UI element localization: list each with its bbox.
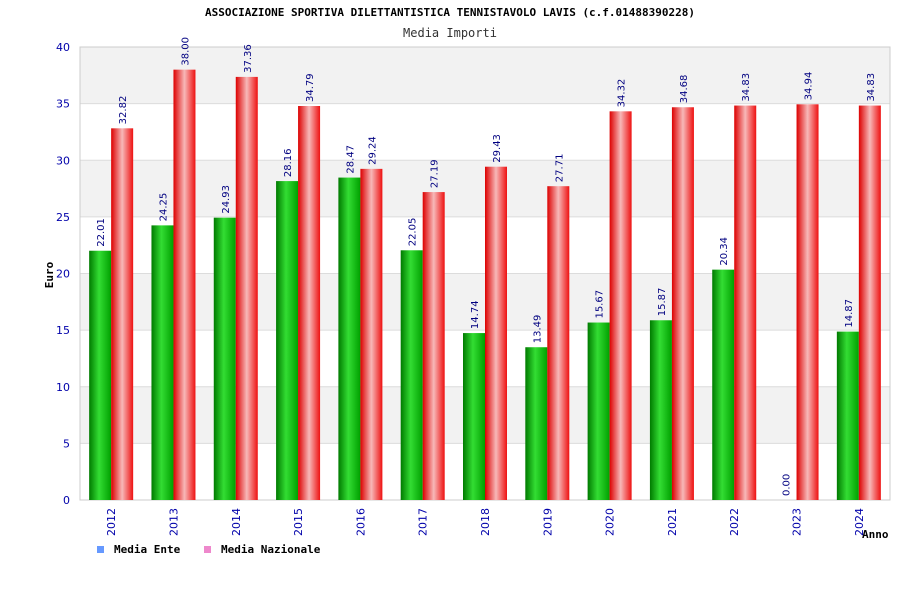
bar-media-ente — [649, 320, 672, 500]
bar-media-ente — [338, 177, 361, 500]
y-axis: 0 5 10 15 20 25 30 35 40 — [56, 41, 70, 507]
data-label: 28.16 — [283, 148, 294, 177]
value-labels: 22.01 32.82 24.25 38.00 24.93 37.36 28.16 34.79… — [96, 37, 877, 496]
bar-media-nazionale — [111, 128, 134, 500]
x-tick-label: 2021 — [666, 508, 679, 536]
data-label: 15.67 — [595, 290, 606, 319]
legend-label-media-nazionale: Media Nazionale — [221, 543, 321, 556]
grid-band — [80, 103, 890, 161]
data-label: 14.74 — [470, 300, 481, 329]
data-label: 27.71 — [554, 154, 565, 183]
data-label: 24.93 — [221, 185, 232, 214]
bar-media-ente — [89, 250, 112, 500]
y-tick-label: 20 — [56, 268, 70, 281]
data-label: 0.00 — [782, 474, 793, 496]
bars — [89, 69, 881, 501]
bar-media-ente — [525, 347, 548, 500]
x-tick-label: 2017 — [417, 508, 430, 536]
x-tick-label: 2023 — [791, 508, 804, 536]
y-tick-label: 30 — [56, 154, 70, 167]
bar-media-nazionale — [547, 186, 570, 500]
y-tick-label: 0 — [63, 494, 70, 507]
bar-media-nazionale — [298, 106, 321, 501]
bar-media-ente — [213, 217, 236, 500]
data-label: 24.25 — [158, 193, 169, 222]
bar-media-nazionale — [734, 105, 757, 501]
data-label: 29.43 — [492, 134, 503, 163]
x-tick-label: 2012 — [105, 508, 118, 536]
legend-swatch-media-nazionale — [204, 546, 211, 553]
data-label: 34.68 — [679, 75, 690, 104]
data-label: 20.34 — [719, 237, 730, 266]
legend-swatch-media-ente — [97, 546, 104, 553]
data-label: 37.36 — [243, 44, 254, 73]
x-axis-label: Anno — [862, 528, 889, 541]
x-tick-label: 2018 — [479, 508, 492, 536]
data-label: 14.87 — [844, 299, 855, 328]
grid-band — [80, 47, 890, 104]
bar-media-nazionale — [609, 111, 632, 501]
bar-media-ente — [276, 181, 299, 500]
data-label: 32.82 — [118, 96, 129, 125]
bar-media-nazionale — [422, 192, 445, 501]
y-tick-label: 10 — [56, 381, 70, 394]
bar-media-nazionale — [796, 104, 819, 500]
chart-title: ASSOCIAZIONE SPORTIVA DILETTANTISTICA TE… — [205, 6, 695, 19]
data-label: 34.83 — [741, 73, 752, 102]
bar-media-ente — [836, 331, 859, 500]
y-tick-label: 40 — [56, 41, 70, 54]
x-tick-label: 2024 — [853, 508, 866, 536]
y-tick-label: 35 — [56, 98, 70, 111]
data-label: 38.00 — [180, 37, 191, 66]
y-tick-label: 25 — [56, 211, 70, 224]
x-tick-label: 2022 — [728, 508, 741, 536]
bar-media-nazionale — [173, 69, 196, 501]
data-label: 34.79 — [305, 73, 316, 102]
legend: Media Ente Media Nazionale — [97, 543, 321, 556]
data-label: 15.87 — [657, 288, 668, 317]
bar-media-nazionale — [671, 107, 694, 501]
data-label: 34.83 — [866, 73, 877, 102]
bar-media-ente — [712, 269, 735, 500]
bar-media-ente — [400, 250, 423, 500]
y-axis-label: Euro — [43, 261, 56, 288]
x-axis: 2012 2013 2014 2015 2016 2017 2018 2019 2020 2021… — [105, 508, 866, 536]
data-label: 27.19 — [430, 159, 441, 188]
bar-media-nazionale — [235, 76, 258, 500]
data-label: 34.94 — [804, 72, 815, 101]
bar-media-ente — [463, 333, 485, 500]
data-label: 22.05 — [408, 218, 419, 247]
y-tick-label: 15 — [56, 324, 70, 337]
data-label: 22.01 — [96, 218, 107, 247]
x-tick-label: 2016 — [354, 508, 367, 536]
bar-media-nazionale — [360, 168, 383, 500]
x-tick-label: 2013 — [167, 508, 180, 536]
data-label: 13.49 — [532, 315, 543, 344]
y-tick-label: 5 — [63, 437, 70, 450]
data-label: 29.24 — [367, 136, 378, 165]
x-tick-label: 2014 — [230, 508, 243, 536]
x-tick-label: 2015 — [292, 508, 305, 536]
bar-media-ente — [587, 322, 610, 500]
x-tick-label: 2020 — [604, 508, 617, 536]
x-tick-label: 2019 — [541, 508, 554, 536]
chart-subtitle: Media Importi — [403, 26, 497, 40]
data-label: 34.32 — [617, 79, 628, 108]
data-label: 28.47 — [345, 145, 356, 174]
bar-media-nazionale — [485, 166, 507, 500]
bar-media-nazionale — [858, 105, 881, 501]
legend-label-media-ente: Media Ente — [114, 543, 181, 556]
bar-media-ente — [151, 225, 174, 500]
